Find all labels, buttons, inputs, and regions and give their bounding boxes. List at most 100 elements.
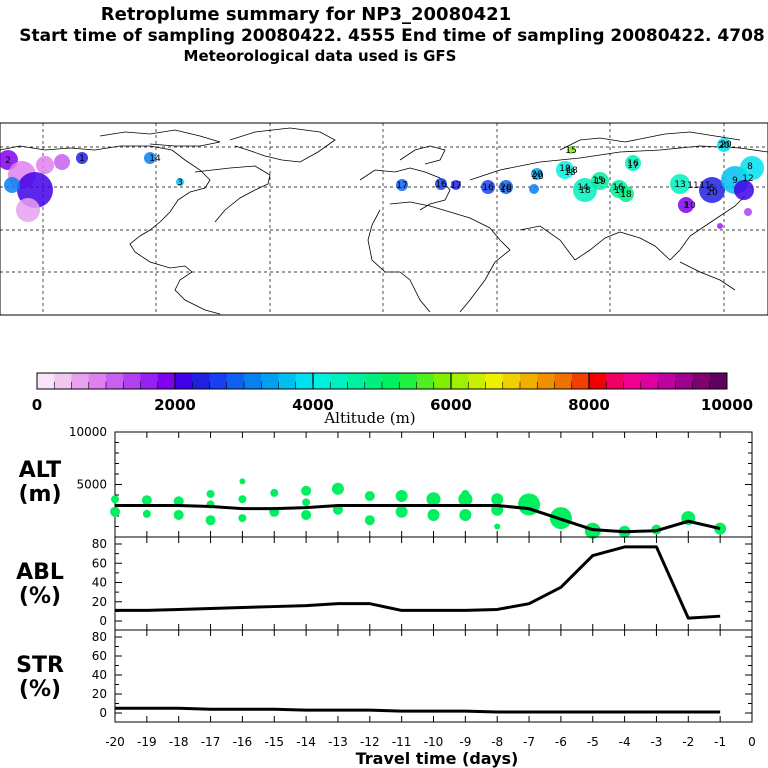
colorbar-cell [123,373,141,389]
series-line [115,545,721,620]
series-line [115,504,721,534]
panel-alt: 5000 10000 ALT(m) [18,425,753,539]
altitude-point [270,488,279,497]
plume-day-label: 9 [732,176,738,186]
colorbar-cell [571,373,590,389]
plume-marker [699,177,725,203]
y-tick-label: 5000 [76,478,107,492]
altitude-point [331,482,344,495]
y-tick-label: 10000 [69,425,107,439]
panel-ylabel: (%) [19,584,61,609]
colorbar-cell [382,373,400,389]
x-tick-label: -2 [682,735,694,749]
plume-marker [625,155,641,171]
coastline [359,167,451,211]
panel-ylabel: ABL [16,560,64,585]
colorbar-cell [416,373,435,389]
altitude-point [142,509,151,518]
plume-day-label: 20 [706,188,718,198]
altitude-point [364,515,375,526]
x-tick-label: -18 [169,735,189,749]
y-tick-label: 60 [92,556,107,570]
colorbar-cell [640,373,659,389]
y-tick-label: 40 [92,668,107,682]
plume-marker [54,154,70,170]
x-tick-label: -16 [233,735,253,749]
colorbar-cell [347,373,366,389]
altitude-point [173,509,184,520]
plume-day-label: 8 [747,162,753,172]
coastline [229,127,336,163]
colorbar-tick-label: 4000 [292,396,334,414]
plume-day-label: 20 [532,172,544,182]
altitude-point [110,506,120,517]
coastline [619,195,746,261]
plume-day-label: 16 [482,183,494,193]
plume-day-label: 1 [683,201,689,211]
coastline [99,129,221,147]
altitude-point [491,493,504,506]
colorbar-cell [658,373,676,389]
plume-marker [16,198,40,222]
coastline [519,225,621,261]
plume-marker [744,208,752,216]
plume-day-label: 15 [565,146,576,156]
coastline [389,201,511,313]
x-axis-label: Travel time (days) [356,749,519,768]
altitude-point [332,504,343,515]
plume-day-label: 18 [620,190,632,200]
plume-day-label: 11 [687,181,698,191]
plume-day-label: 19 [594,177,606,187]
x-tick-label: -11 [392,735,412,749]
altitude-point [458,492,473,507]
altitude-point [494,523,501,530]
plume-day-label: 3 [177,178,183,188]
altitude-point [205,515,216,526]
altitude-point [238,514,247,523]
plume-day-label: 20 [720,140,732,150]
panel-str: 0 20 40 60 80 STR(%) [16,629,753,723]
colorbar-cell [451,373,469,389]
altitude-point [427,508,440,521]
panel-abl: 0 20 40 60 80 ABL(%) [16,536,753,631]
plume-day-label: 17 [396,181,407,191]
altitude-point [173,496,184,507]
plume-day-label: 13 [674,180,685,190]
altitude-point [111,495,119,504]
plume-day-label: 19 [559,164,571,174]
altitude-point [302,498,311,507]
met-data-note: Meteorological data used is GFS [183,47,457,65]
plume-marker [717,138,731,152]
altitude-point [206,489,215,498]
colorbar-cell [623,373,642,389]
plume-day-label: 17 [614,186,625,196]
colorbar-tick-label: 0 [32,396,42,414]
plume-day-label: 5 [709,184,715,194]
plume-day-label: 18 [566,166,578,176]
colorbar-cell [468,373,486,389]
altitude-point [301,509,312,520]
y-tick-label: 0 [99,706,107,720]
altitude-point [459,508,472,521]
colorbar-cell [520,373,538,389]
coastline [194,165,271,223]
colorbar-cell [606,373,624,389]
colorbar-tick-label: 2000 [154,396,196,414]
plume-marker [529,184,539,194]
plume-marker [591,172,609,190]
colorbar-cell [589,373,607,389]
panel-ylabel: STR [16,653,64,678]
plume-day-label: 16 [435,180,447,190]
plume-day-label: 14 [577,183,589,193]
plume-day-label: 20 [500,183,512,193]
plume-marker [734,180,754,200]
plume-day-label: 20 [531,170,543,180]
plume-marker [396,179,408,191]
plume-marker [740,156,764,180]
panel-ylabel: (m) [18,482,61,507]
altitude-point [395,505,408,518]
colorbar-cell [71,373,90,389]
